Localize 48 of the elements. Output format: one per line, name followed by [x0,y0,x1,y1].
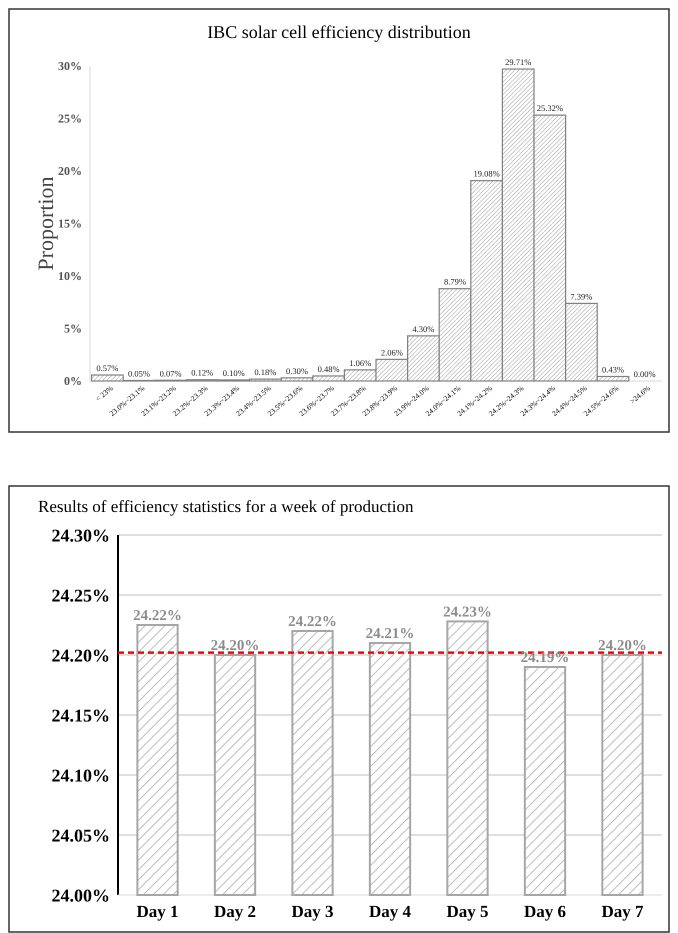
data-label: 0.18% [254,367,276,378]
y-tick-label: 30% [58,59,82,74]
y-tick-label: 24.20% [52,645,110,666]
data-label: 4.30% [412,324,434,334]
data-label: 24.21% [366,626,414,642]
data-label: 0.12% [191,368,214,378]
y-tick-label: 24.30% [52,525,110,546]
data-label: 0.43% [602,364,624,374]
y-tick-label: 24.00% [52,885,110,906]
y-axis-title: Proportion [33,176,58,271]
y-tick-label: 10% [58,269,82,284]
chart-title: Results of efficiency statistics for a week of production [38,497,414,516]
data-label: 0.10% [222,368,245,378]
y-tick-label: 24.05% [52,825,110,846]
data-label: 0.57% [96,363,118,374]
data-label: 8.79% [444,276,466,287]
data-label: 0.07% [160,368,182,378]
data-label: 24.23% [443,604,492,620]
y-tick-label: 24.15% [52,705,110,726]
y-tick-label: 15% [58,216,82,231]
y-tick-label: 0% [64,374,82,388]
data-label: 0.05% [128,368,150,378]
x-tick-label: Day 1 [136,902,179,921]
data-label: 0.30% [286,366,308,376]
y-tick-label: 24.25% [52,585,110,606]
x-tick-label: Day 2 [214,902,256,921]
data-label: 29.71% [505,57,532,68]
data-label: 24.22% [288,614,337,630]
data-label: 24.20% [210,638,260,654]
data-label: 0.48% [318,364,340,374]
data-label: 19.08% [474,168,500,179]
data-label: 24.20% [598,638,647,654]
data-label: 7.39% [570,291,592,302]
y-tick-label: 24.10% [52,765,110,786]
y-tick-label: 20% [58,164,82,178]
data-label: 2.06% [380,347,403,358]
y-tick-label: 25% [58,112,82,126]
chart-title: IBC solar cell efficiency distribution [207,22,471,42]
x-tick-label: Day 6 [524,902,566,921]
y-tick-label: 5% [64,322,82,336]
data-label: 24.22% [133,608,182,624]
x-tick-label: Day 5 [446,902,489,921]
x-tick-label: Day 4 [368,902,412,921]
x-tick-label: Day 7 [601,902,644,921]
data-label: 25.32% [536,103,563,114]
data-label: 1.06% [349,358,372,368]
data-label: 0.00% [634,369,656,379]
x-tick-label: Day 3 [291,902,334,921]
